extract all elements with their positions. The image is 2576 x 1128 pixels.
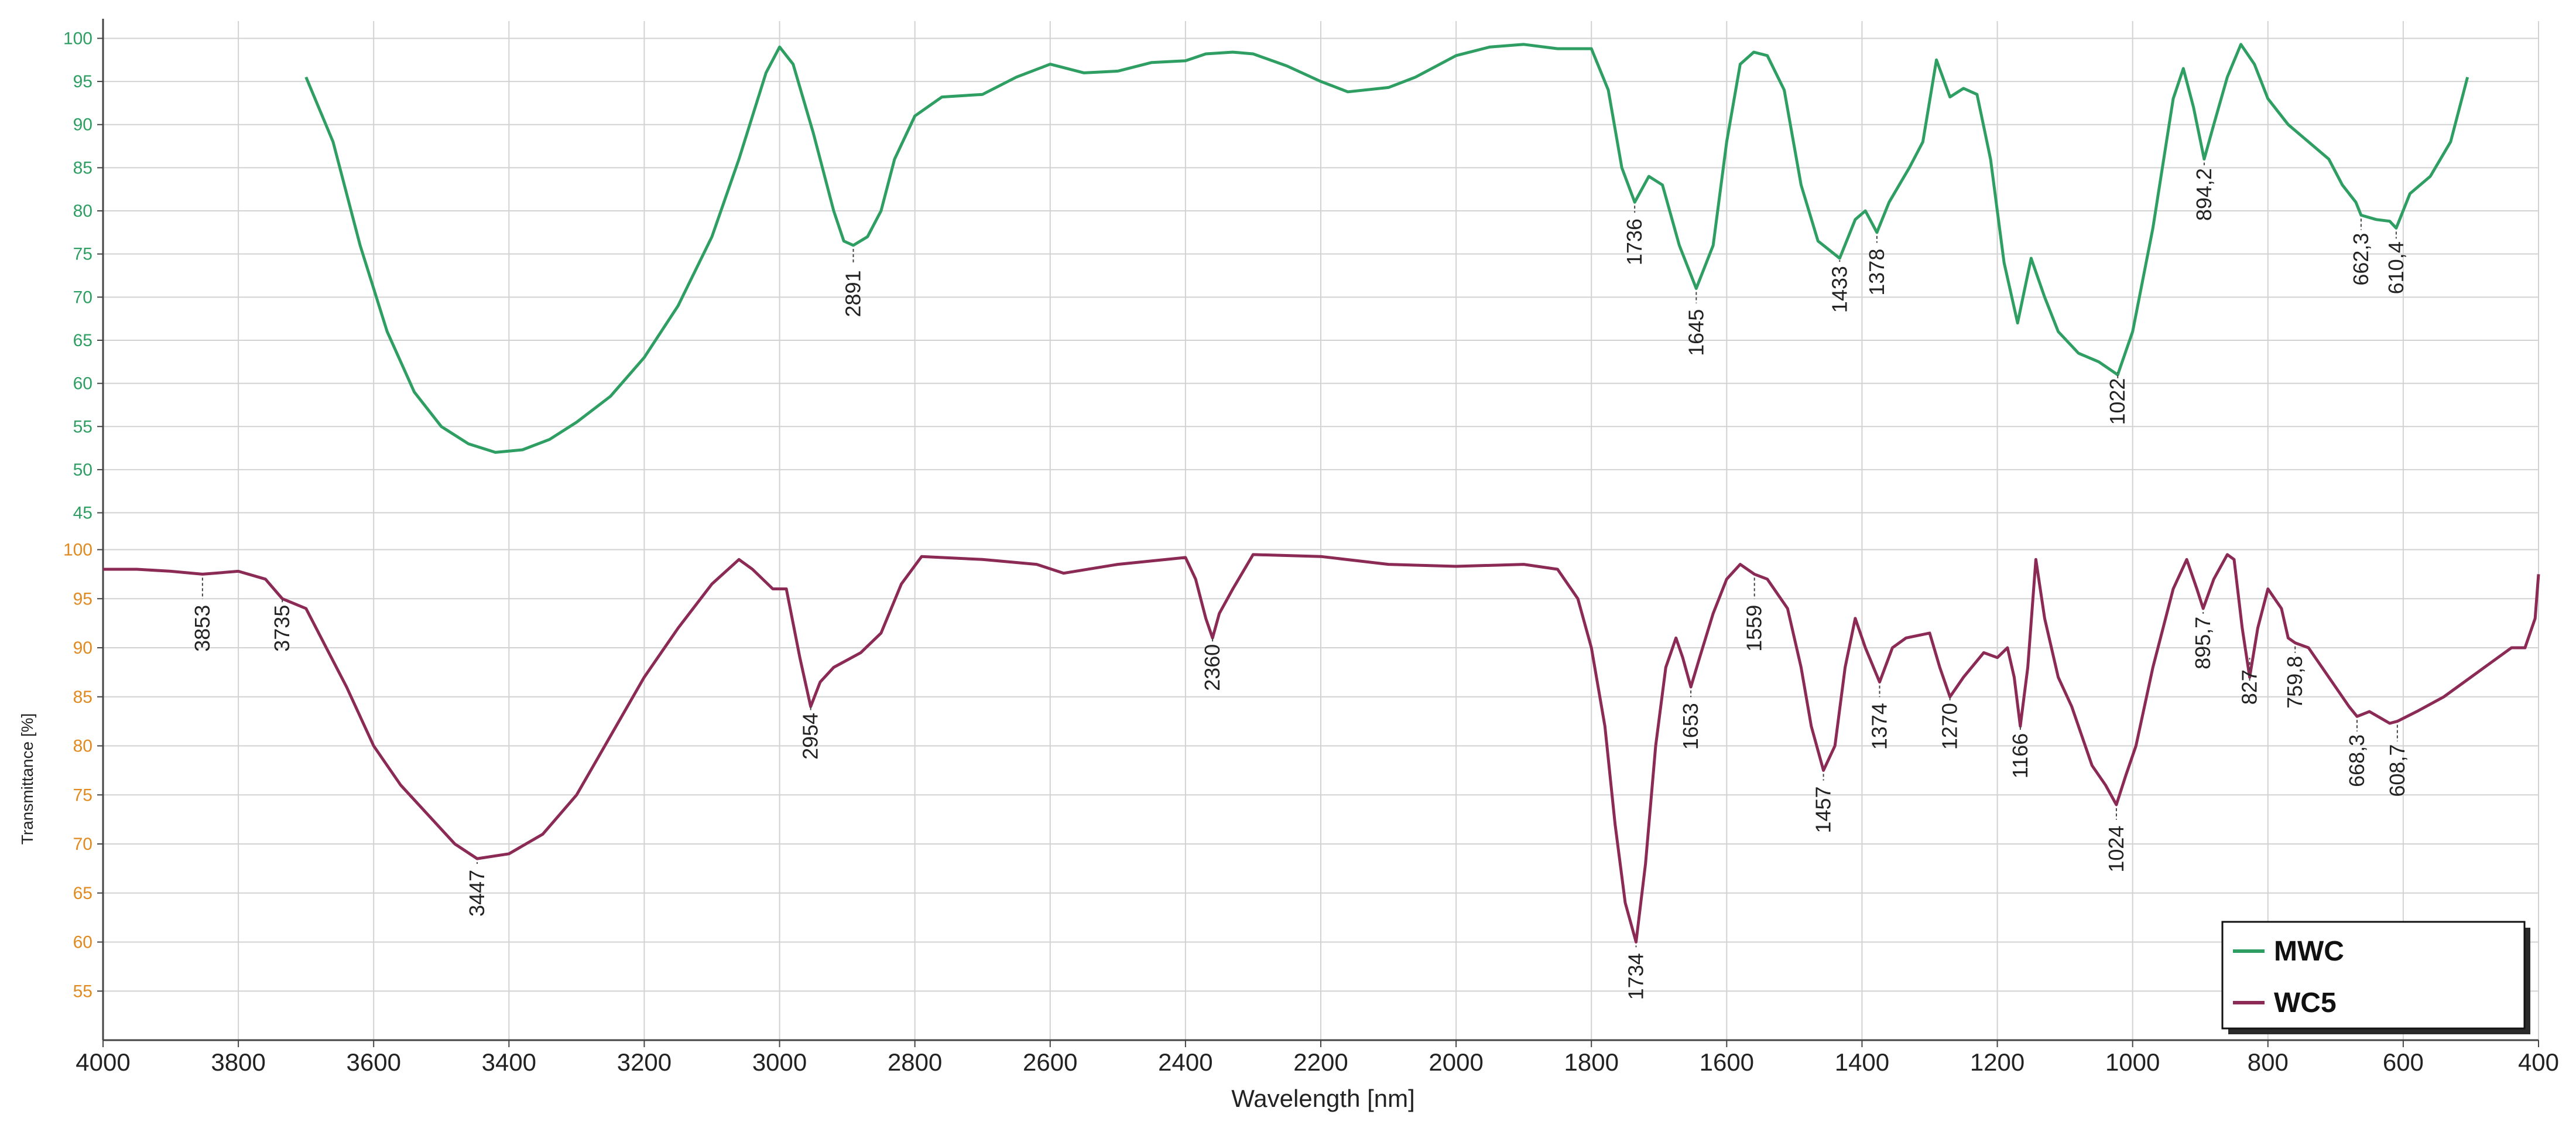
- x-tick-label: 2800: [888, 1048, 942, 1076]
- x-tick-label: 3000: [752, 1048, 807, 1076]
- y-tick-label-mwc: 70: [73, 288, 93, 307]
- peak-label-wc5: 1734: [1623, 953, 1647, 1000]
- y-tick-label-mwc: 65: [73, 331, 93, 350]
- y-tick-label-mwc: 60: [73, 374, 93, 394]
- peak-label-wc5: 668,3: [2345, 734, 2369, 787]
- peak-label-wc5: 759,8: [2283, 656, 2307, 709]
- y-tick-label-wc5: 70: [73, 835, 93, 854]
- y-tick-label-mwc: 90: [73, 115, 93, 135]
- peak-label-mwc: 662,3: [2349, 233, 2373, 286]
- peak-label-wc5: 1270: [1938, 703, 1962, 750]
- peak-label-mwc: 1645: [1684, 309, 1708, 356]
- x-tick-label: 1600: [1700, 1048, 1754, 1076]
- y-tick-label-mwc: 45: [73, 504, 93, 523]
- peak-label-mwc: 894,2: [2192, 168, 2216, 221]
- series-layer: [103, 43, 2540, 944]
- x-tick-label: 1800: [1564, 1048, 1619, 1076]
- peak-label-wc5: 608,7: [2385, 744, 2409, 797]
- y-tick-label-wc5: 60: [73, 933, 93, 952]
- peak-label-wc5: 1166: [2008, 733, 2032, 778]
- peak-label-wc5: 827: [2238, 669, 2262, 705]
- peak-label-wc5: 3447: [465, 870, 489, 917]
- y-tick-label-wc5: 100: [63, 541, 93, 560]
- y-tick-label-wc5: 65: [73, 884, 93, 903]
- x-tick-label: 2200: [1293, 1048, 1348, 1076]
- peak-label-mwc: 1736: [1622, 218, 1646, 265]
- series-line-mwc: [304, 43, 2469, 454]
- x-tick-label: 3800: [211, 1048, 265, 1076]
- peak-annotations: 2891 1736 1645 1433 1378 1022 894,2 662,3 610,4 3…: [190, 162, 2409, 1000]
- peak-label-wc5: 1374: [1867, 703, 1891, 750]
- legend-label-wc5: WC5: [2274, 987, 2337, 1018]
- y-tick-label-mwc: 100: [63, 29, 93, 48]
- x-tick-label: 800: [2248, 1048, 2289, 1076]
- y-axis-title: Transmittance [%]: [18, 713, 36, 845]
- legend: MWC WC5: [2221, 921, 2530, 1034]
- x-tick-label: 3400: [482, 1048, 536, 1076]
- y-tick-label-mwc: 75: [73, 245, 93, 264]
- y-tick-label-wc5: 85: [73, 688, 93, 707]
- x-tick-label: 3600: [347, 1048, 401, 1076]
- peak-label-wc5: 3853: [190, 605, 214, 652]
- x-axis-title: Wavelength [nm]: [1231, 1085, 1415, 1112]
- x-tick-label: 400: [2518, 1048, 2559, 1076]
- y-tick-label-wc5: 80: [73, 737, 93, 756]
- x-tick-label: 1200: [1970, 1048, 2025, 1076]
- x-tick-label: 1400: [1835, 1048, 1889, 1076]
- peak-label-mwc: 1433: [1827, 266, 1851, 313]
- series-line-wc5: [103, 553, 2540, 944]
- peak-label-mwc: 1378: [1865, 249, 1889, 296]
- peak-label-wc5: 2954: [799, 713, 823, 760]
- peak-label-wc5: 2360: [1200, 644, 1224, 691]
- peak-label-mwc: 1022: [2105, 378, 2129, 425]
- x-tick-label: 2600: [1023, 1048, 1077, 1076]
- y-tick-label-wc5: 55: [73, 982, 93, 1001]
- axes: 4000 3800 3600 3400 3200 3000 2800 2600 2400 2200…: [63, 19, 2559, 1076]
- peak-label-wc5: 3735: [270, 605, 294, 652]
- peak-label-wc5: 1653: [1678, 703, 1703, 750]
- x-tick-label: 1000: [2105, 1048, 2160, 1076]
- peak-label-wc5: 1457: [1811, 787, 1835, 833]
- peak-label-wc5: 1559: [1742, 605, 1766, 652]
- x-tick-label: 4000: [76, 1048, 130, 1076]
- legend-box: [2221, 921, 2526, 1030]
- y-tick-label-mwc: 50: [73, 460, 93, 480]
- peak-label-mwc: 610,4: [2384, 241, 2408, 294]
- x-tick-label: 2000: [1429, 1048, 1483, 1076]
- peak-label-wc5: 895,7: [2191, 617, 2215, 669]
- peak-label-mwc: 2891: [841, 270, 865, 317]
- peak-label-wc5: 1024: [2104, 826, 2128, 873]
- y-tick-label-mwc: 85: [73, 158, 93, 177]
- y-tick-label-mwc: 95: [73, 72, 93, 91]
- y-tick-label-wc5: 90: [73, 638, 93, 658]
- grid: [102, 21, 2539, 1040]
- y-tick-label-wc5: 75: [73, 785, 93, 805]
- legend-label-mwc: MWC: [2274, 936, 2344, 967]
- x-tick-label: 600: [2383, 1048, 2424, 1076]
- x-tick-label: 2400: [1158, 1048, 1212, 1076]
- y-tick-label-wc5: 95: [73, 589, 93, 609]
- y-tick-label-mwc: 55: [73, 417, 93, 436]
- x-tick-label: 3200: [617, 1048, 672, 1076]
- y-tick-label-mwc: 80: [73, 201, 93, 221]
